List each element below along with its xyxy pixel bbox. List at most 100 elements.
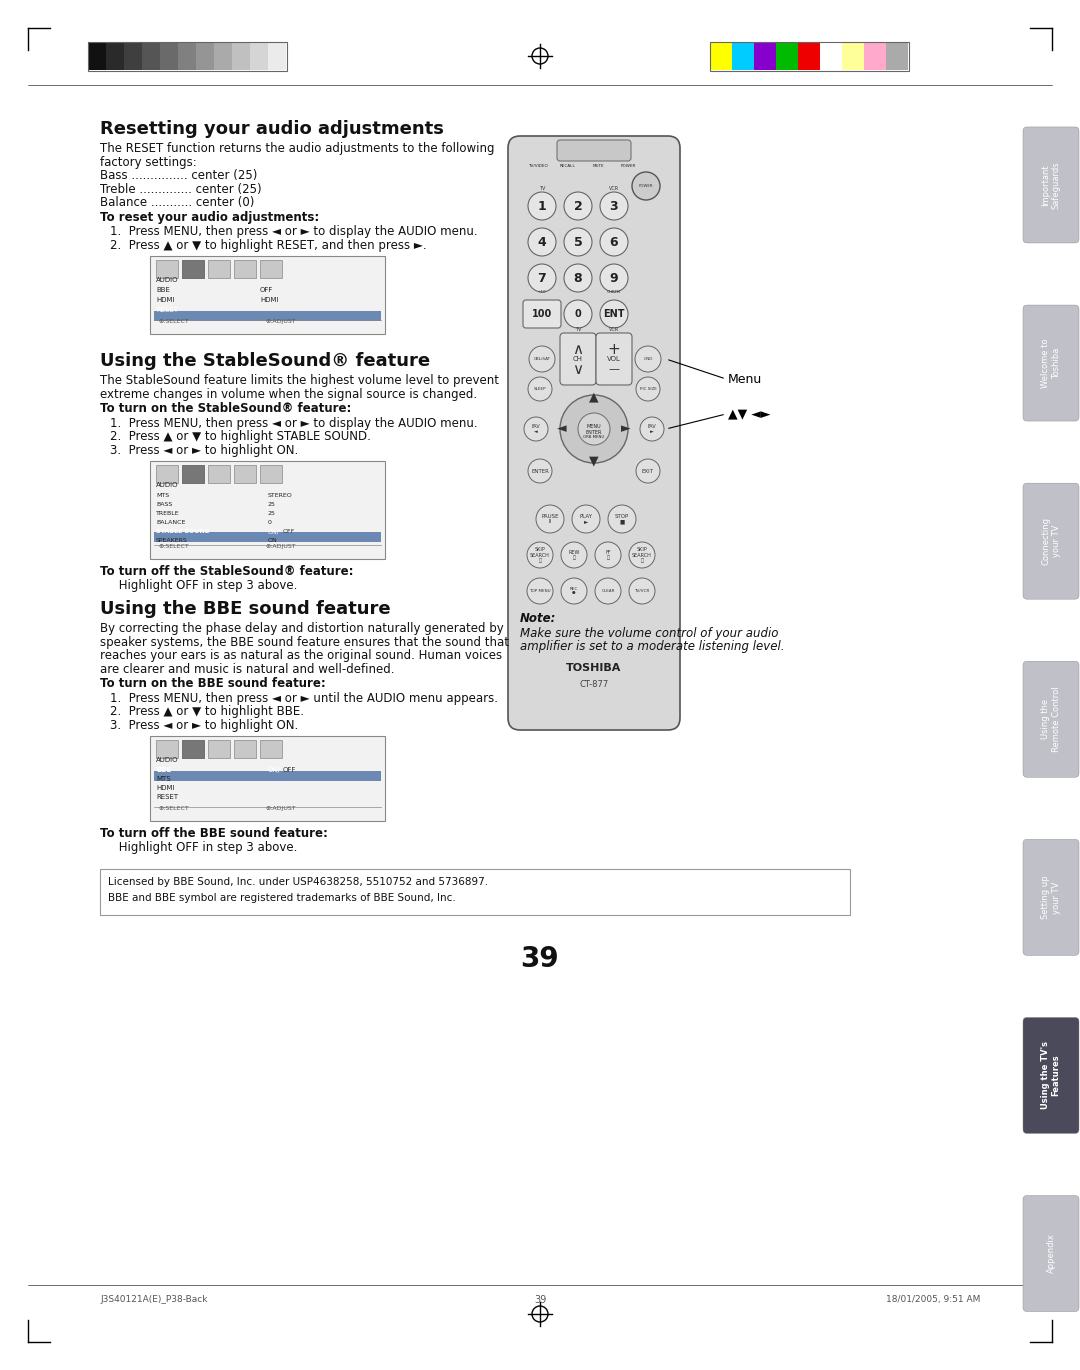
Bar <box>106 42 124 70</box>
Bar <box>150 736 384 821</box>
Text: 1.  Press MENU, then press ◄ or ► to display the AUDIO menu.: 1. Press MENU, then press ◄ or ► to disp… <box>110 416 477 430</box>
FancyBboxPatch shape <box>1023 1196 1079 1311</box>
Text: AUDIO: AUDIO <box>156 758 178 763</box>
Text: J3S40121A(E)_P38-Back: J3S40121A(E)_P38-Back <box>100 1295 207 1304</box>
Text: factory settings:: factory settings: <box>100 156 197 169</box>
Text: 9: 9 <box>610 271 619 285</box>
Circle shape <box>561 543 588 569</box>
Bar <box>732 42 754 70</box>
Text: speaker systems, the BBE sound feature ensures that the sound that: speaker systems, the BBE sound feature e… <box>100 636 509 648</box>
Circle shape <box>561 578 588 604</box>
Bar <box>234 464 256 484</box>
Text: ◄: ◄ <box>557 422 567 436</box>
Bar <box>249 42 268 70</box>
Text: 2.  Press ▲ or ▼ to highlight BBE.: 2. Press ▲ or ▼ to highlight BBE. <box>110 706 303 718</box>
Text: To turn on the BBE sound feature:: To turn on the BBE sound feature: <box>100 677 326 690</box>
Text: ENTER: ENTER <box>531 469 549 474</box>
Text: STOP
■: STOP ■ <box>615 514 630 525</box>
Text: 25: 25 <box>268 501 275 507</box>
Circle shape <box>608 506 636 533</box>
Text: Balance ........... center (0): Balance ........... center (0) <box>100 196 255 210</box>
Bar <box>160 42 178 70</box>
Text: MENU: MENU <box>586 423 602 429</box>
Text: AUDIO: AUDIO <box>156 277 178 284</box>
Text: RECALL: RECALL <box>561 164 576 169</box>
Text: Using the BBE sound feature: Using the BBE sound feature <box>100 600 391 618</box>
FancyBboxPatch shape <box>523 300 561 327</box>
Text: 7: 7 <box>538 271 546 285</box>
Text: TOP MENU: TOP MENU <box>529 589 551 593</box>
Bar <box>100 869 850 915</box>
Text: +10: +10 <box>538 290 546 295</box>
Bar <box>208 464 230 484</box>
Text: POWER: POWER <box>638 184 653 188</box>
Text: HDMI: HDMI <box>156 297 175 303</box>
Text: Using the StableSound® feature: Using the StableSound® feature <box>100 352 430 370</box>
Circle shape <box>528 264 556 292</box>
FancyBboxPatch shape <box>561 333 596 385</box>
Text: OFF: OFF <box>283 529 295 534</box>
Bar <box>87 41 286 70</box>
Text: PIC SIZE: PIC SIZE <box>639 386 657 390</box>
Text: FAV
◄: FAV ◄ <box>531 423 540 434</box>
Text: TREBLE: TREBLE <box>156 511 179 516</box>
Circle shape <box>572 506 600 533</box>
Text: 1.  Press MENU, then press ◄ or ► until the AUDIO menu appears.: 1. Press MENU, then press ◄ or ► until t… <box>110 692 498 704</box>
Text: FAV
►: FAV ► <box>648 423 657 434</box>
Text: AUDIO: AUDIO <box>156 482 178 488</box>
Text: 1.  Press MENU, then press ◄ or ► to display the AUDIO menu.: 1. Press MENU, then press ◄ or ► to disp… <box>110 225 477 238</box>
Text: SPEAKERS: SPEAKERS <box>156 538 188 543</box>
Text: 2: 2 <box>573 200 582 212</box>
Circle shape <box>536 506 564 533</box>
Text: 1: 1 <box>538 200 546 212</box>
Text: 2.  Press ▲ or ▼ to highlight STABLE SOUND.: 2. Press ▲ or ▼ to highlight STABLE SOUN… <box>110 430 370 443</box>
Text: BBE: BBE <box>156 286 170 293</box>
Text: To reset your audio adjustments:: To reset your audio adjustments: <box>100 211 320 223</box>
Text: By correcting the phase delay and distortion naturally generated by: By correcting the phase delay and distor… <box>100 622 503 636</box>
Bar <box>124 42 141 70</box>
Text: Connecting
your TV: Connecting your TV <box>1041 516 1061 566</box>
Bar <box>195 42 214 70</box>
Circle shape <box>527 578 553 604</box>
Circle shape <box>640 416 664 441</box>
Text: 8: 8 <box>573 271 582 285</box>
Text: Important
Safeguards: Important Safeguards <box>1041 162 1061 208</box>
Text: 0: 0 <box>268 521 272 525</box>
Circle shape <box>528 459 552 484</box>
Text: RESET: RESET <box>156 307 178 312</box>
Circle shape <box>636 459 660 484</box>
Text: reaches your ears is as natural as the original sound. Human voices: reaches your ears is as natural as the o… <box>100 649 502 662</box>
Bar <box>777 42 798 70</box>
Text: 4: 4 <box>538 236 546 248</box>
Text: ⊕:ADJUST: ⊕:ADJUST <box>265 544 296 549</box>
Circle shape <box>629 543 654 569</box>
Text: Setting up
your TV: Setting up your TV <box>1041 875 1061 919</box>
Text: —: — <box>608 364 620 374</box>
Text: ⊕:SELECT: ⊕:SELECT <box>158 806 189 811</box>
Bar <box>260 260 282 278</box>
Text: BASS: BASS <box>156 501 172 507</box>
Bar <box>156 740 178 758</box>
Text: ⊕:SELECT: ⊕:SELECT <box>158 544 189 549</box>
Text: OFF: OFF <box>260 286 273 293</box>
Text: To turn off the StableSound® feature:: To turn off the StableSound® feature: <box>100 564 353 578</box>
Circle shape <box>629 578 654 604</box>
Text: MUTE: MUTE <box>592 164 604 169</box>
Bar <box>183 464 204 484</box>
Text: extreme changes in volume when the signal source is changed.: extreme changes in volume when the signa… <box>100 388 477 400</box>
Text: VOL: VOL <box>607 356 621 362</box>
Circle shape <box>600 300 627 327</box>
Bar <box>260 464 282 484</box>
Text: ∨: ∨ <box>572 362 583 377</box>
Text: POWER: POWER <box>620 164 636 169</box>
Circle shape <box>528 192 556 221</box>
Bar <box>820 42 842 70</box>
Text: 3: 3 <box>610 200 619 212</box>
Bar <box>268 42 286 70</box>
Text: ⊕:ADJUST: ⊕:ADJUST <box>265 806 296 811</box>
Text: Menu: Menu <box>728 373 762 385</box>
Bar <box>208 740 230 758</box>
Bar <box>87 42 106 70</box>
Bar <box>234 260 256 278</box>
Text: EXIT: EXIT <box>642 469 654 474</box>
